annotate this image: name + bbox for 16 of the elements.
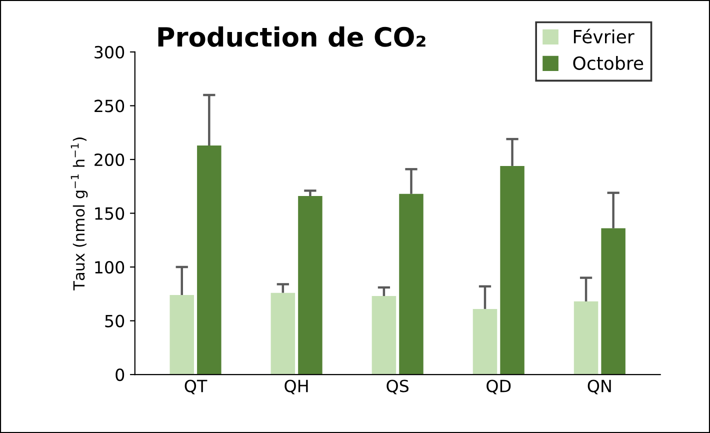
y-tick-label: 50 <box>105 314 124 328</box>
chart-title: Production de CO₂ <box>158 26 426 47</box>
x-tick-label: QN <box>588 380 611 394</box>
legend-label: Octobre <box>573 56 644 70</box>
legend-label: Février <box>574 28 634 44</box>
x-tick-label: QD <box>486 380 511 394</box>
y-tick-label: 0 <box>116 368 124 382</box>
y-tick-label: 250 <box>94 100 124 112</box>
x-tick-label: QS <box>386 380 409 394</box>
x-tick-label: QT <box>184 380 208 394</box>
y-tick-label: 100 <box>95 260 124 274</box>
y-tick-label: 300 <box>94 46 124 59</box>
y-tick-label: 150 <box>95 207 124 220</box>
y-tick-label: 200 <box>94 153 124 166</box>
y-axis-title: Taux (nmol g$^{−1}$ h$^{−1}$) <box>70 138 88 290</box>
x-tick-label: QH <box>284 380 308 394</box>
